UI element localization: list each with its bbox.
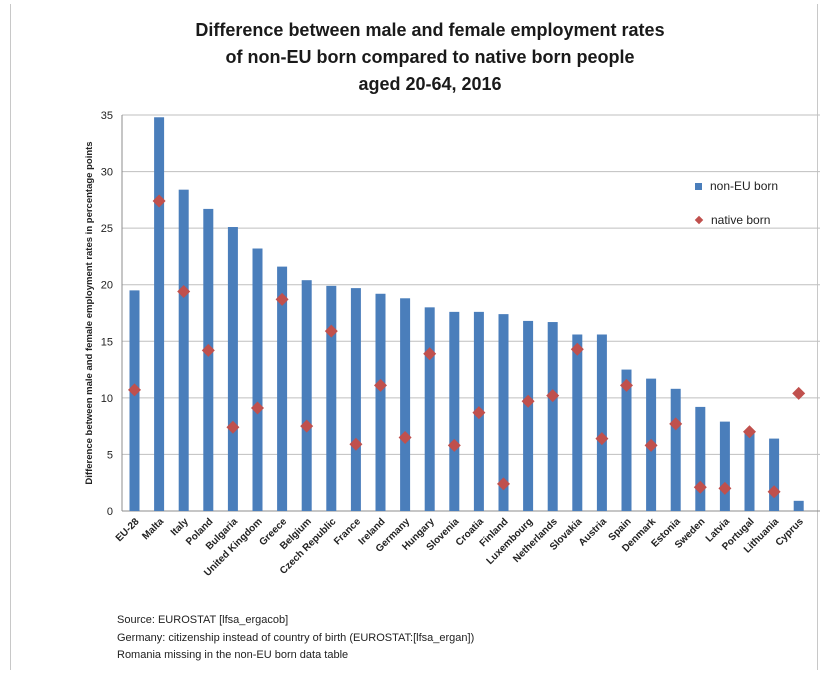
marker-native-born bbox=[201, 343, 215, 357]
bar-non-eu-born bbox=[178, 189, 189, 511]
marker-native-born bbox=[546, 389, 560, 403]
marker-native-born bbox=[644, 438, 658, 452]
y-tick-label: 15 bbox=[101, 336, 113, 348]
marker-native-born bbox=[447, 438, 461, 452]
bar-non-eu-born bbox=[769, 438, 780, 511]
legend-label-non-eu-born: non-EU born bbox=[710, 179, 779, 193]
bar-non-eu-born bbox=[301, 280, 312, 511]
marker-native-born bbox=[324, 324, 338, 338]
x-category-label: Cyprus bbox=[774, 516, 806, 548]
chart-title-line-1: Difference between male and female emplo… bbox=[195, 20, 665, 40]
bar-non-eu-born bbox=[793, 500, 804, 511]
marker-native-born bbox=[570, 342, 584, 356]
x-category-label: Malta bbox=[140, 516, 166, 542]
bar-non-eu-born bbox=[596, 334, 607, 511]
bar-non-eu-born bbox=[277, 266, 288, 511]
legend-swatch-diamond bbox=[694, 215, 704, 225]
bar-non-eu-born bbox=[719, 421, 730, 511]
marker-native-born bbox=[743, 425, 756, 439]
marker-native-born bbox=[595, 432, 609, 446]
marker-native-born bbox=[128, 383, 141, 397]
marker-native-born bbox=[275, 292, 289, 306]
legend-item-non-eu-born: non-EU born bbox=[695, 176, 778, 196]
bar-non-eu-born bbox=[670, 388, 681, 511]
chart-frame bbox=[10, 4, 818, 670]
source-notes: Source: EUROSTAT [lfsa_ergacob] Germany:… bbox=[117, 612, 474, 665]
y-tick-label: 35 bbox=[101, 110, 113, 122]
bar-non-eu-born bbox=[695, 406, 706, 511]
y-tick-label: 10 bbox=[101, 393, 113, 405]
legend-swatch-bar bbox=[695, 182, 702, 190]
y-tick-label: 20 bbox=[101, 280, 113, 292]
marker-native-born bbox=[226, 420, 240, 434]
bar-non-eu-born bbox=[350, 288, 361, 511]
bar-non-eu-born bbox=[129, 290, 140, 511]
legend-item-native-born: native born bbox=[694, 210, 778, 230]
marker-native-born bbox=[497, 477, 510, 491]
bar-non-eu-born bbox=[449, 311, 460, 511]
marker-native-born bbox=[177, 285, 191, 299]
bar-non-eu-born bbox=[744, 432, 755, 511]
chart-title-line-3: aged 20-64, 2016 bbox=[358, 74, 502, 94]
y-tick-label: 25 bbox=[101, 223, 113, 235]
bar-non-eu-born bbox=[572, 334, 583, 511]
bar-non-eu-born bbox=[375, 293, 386, 511]
marker-native-born bbox=[472, 406, 486, 420]
chart-plot: 0 5 10 15 20 25 30 35 Difference between male an… bbox=[84, 110, 820, 579]
bar-non-eu-born bbox=[227, 227, 238, 512]
bar-non-eu-born bbox=[424, 307, 435, 511]
bar-non-eu-born bbox=[400, 298, 411, 511]
bar-non-eu-born bbox=[252, 248, 263, 511]
marker-native-born bbox=[374, 378, 387, 392]
marker-native-born bbox=[398, 430, 412, 444]
marker-native-born bbox=[423, 347, 437, 361]
marker-native-born bbox=[693, 480, 707, 494]
note-germany: Germany: citizenship instead of country … bbox=[117, 631, 475, 644]
y-tick-label: 0 bbox=[107, 506, 113, 518]
y-tick-label: 30 bbox=[101, 167, 113, 179]
x-category-label: Austria bbox=[577, 516, 609, 548]
chart-title-line-2: of non-EU born compared to native born p… bbox=[225, 47, 635, 67]
bar-non-eu-born bbox=[154, 117, 165, 512]
y-axis-label: Difference between male and female emplo… bbox=[84, 141, 95, 484]
note-romania: Romania missing in the non-EU born data … bbox=[117, 649, 349, 661]
marker-native-born bbox=[521, 394, 535, 408]
legend-label-native-born: native born bbox=[711, 213, 771, 227]
marker-native-born bbox=[251, 401, 264, 415]
marker-native-born bbox=[669, 417, 683, 431]
marker-native-born bbox=[792, 386, 806, 400]
marker-native-born bbox=[152, 194, 166, 208]
marker-native-born bbox=[718, 481, 732, 495]
bar-non-eu-born bbox=[547, 322, 558, 511]
marker-native-born bbox=[767, 485, 781, 499]
marker-native-born bbox=[300, 419, 314, 433]
marker-native-born bbox=[620, 378, 633, 392]
bar-non-eu-born bbox=[326, 285, 337, 511]
bar-non-eu-born bbox=[203, 208, 214, 511]
source-line: Source: EUROSTAT [lfsa_ergacob] bbox=[117, 614, 289, 626]
y-tick-label: 5 bbox=[107, 449, 113, 461]
x-category-label: EU-28 bbox=[114, 516, 142, 544]
bar-non-eu-born bbox=[498, 314, 509, 511]
bar-non-eu-born bbox=[523, 320, 534, 511]
marker-native-born bbox=[349, 437, 363, 451]
bar-non-eu-born bbox=[621, 369, 632, 511]
legend: non-EU born native born bbox=[694, 176, 778, 244]
